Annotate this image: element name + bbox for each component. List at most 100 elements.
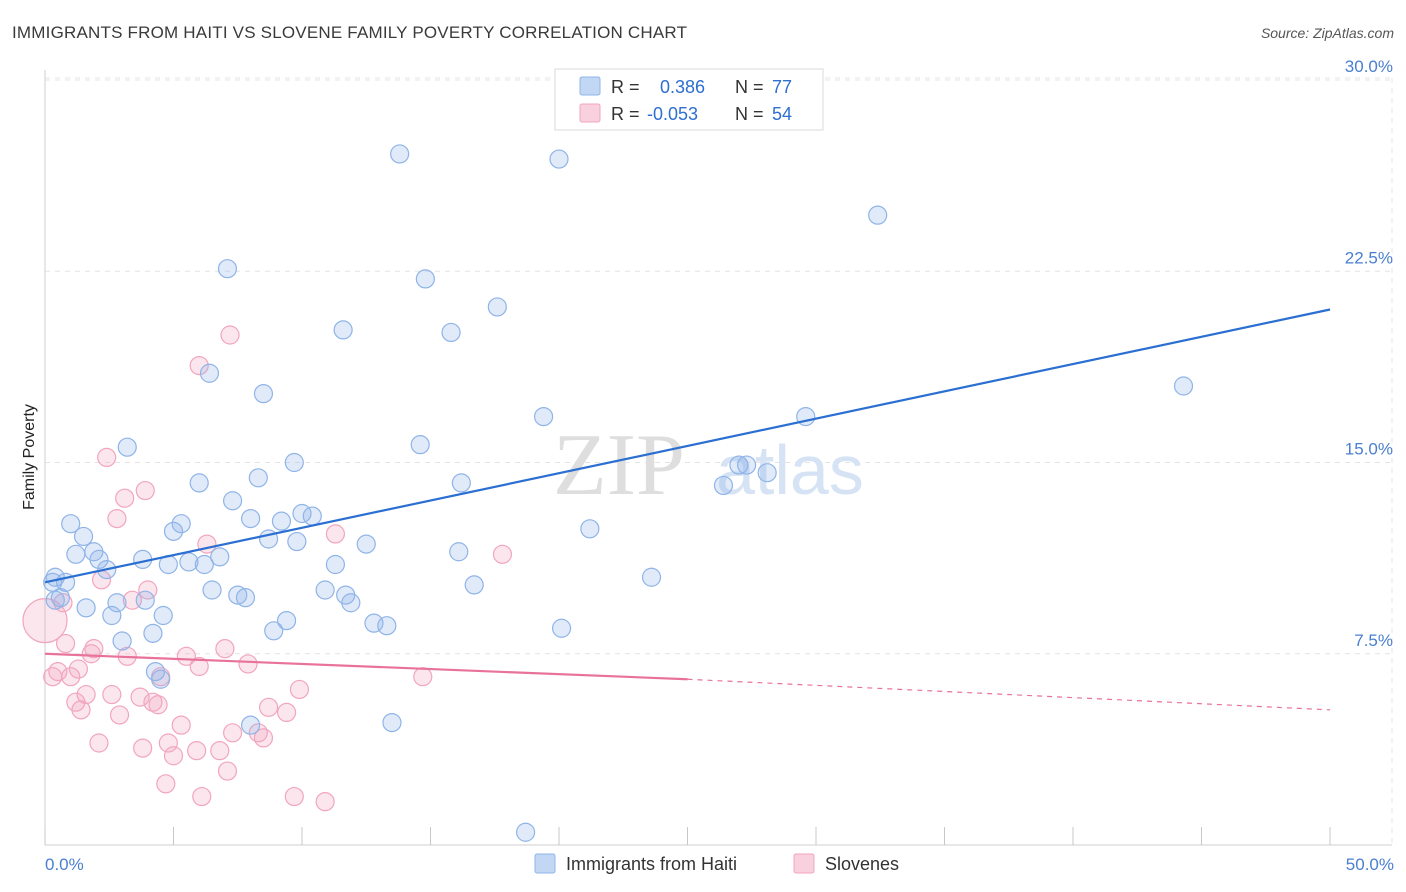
haiti-point <box>171 514 191 534</box>
y-tick-label: 7.5% <box>1354 631 1393 650</box>
slovenes-points <box>22 325 513 812</box>
slovenes-point <box>215 639 235 659</box>
chart-source: Source: ZipAtlas.com <box>1261 25 1394 41</box>
slovenes-point <box>171 715 191 735</box>
legend-r-value-slovenes: -0.053 <box>647 104 698 124</box>
haiti-point <box>73 526 94 547</box>
bottom-legend-label-slovenes: Slovenes <box>825 854 899 874</box>
haiti-point <box>264 621 284 641</box>
haiti-point <box>241 508 261 529</box>
slovenes-point <box>55 633 76 654</box>
haiti-point <box>189 473 209 493</box>
slovenes-point <box>76 684 96 705</box>
haiti-point <box>89 549 109 570</box>
axes <box>44 70 1392 846</box>
haiti-point <box>641 567 662 587</box>
trend-lines <box>44 308 1331 711</box>
slovenes-point <box>158 733 178 753</box>
slovenes-point <box>217 761 238 781</box>
slovenes-point <box>276 702 297 723</box>
y-tick-labels: 7.5% 15.0% 22.5% 30.0% <box>1345 57 1393 650</box>
haiti-point <box>143 623 163 643</box>
haiti-point <box>253 384 274 404</box>
haiti-point <box>163 521 184 541</box>
slovenes-point <box>187 741 207 761</box>
haiti-point <box>66 544 86 564</box>
slovenes-point <box>84 639 104 659</box>
slovenes-point <box>248 723 268 743</box>
haiti-point <box>76 598 96 618</box>
slovenes-point <box>492 544 513 564</box>
slovenes-point <box>109 705 130 725</box>
slovenes-point <box>192 786 212 807</box>
slovenes-point <box>61 667 81 687</box>
slovenes-point <box>189 356 209 376</box>
haiti-point <box>356 534 376 554</box>
slovenes-point <box>220 325 240 345</box>
haiti-point <box>202 580 222 600</box>
slovenes-point <box>223 723 243 743</box>
slovenes-point <box>210 741 230 761</box>
slovenes-point <box>89 733 109 753</box>
haiti-point <box>107 593 127 613</box>
haiti-point <box>713 475 734 496</box>
correlation-legend: R = 0.386 N = 77 R = -0.053 N = 54 <box>554 68 824 131</box>
x-tick-label-1: 50.0% <box>1346 855 1394 874</box>
haiti-point <box>117 437 137 457</box>
x-ticks <box>44 827 1331 845</box>
haiti-point <box>223 491 243 511</box>
haiti-point <box>868 205 888 225</box>
haiti-point <box>315 580 335 600</box>
haiti-point <box>302 506 322 526</box>
legend-r-label-slovenes: R = <box>611 104 640 124</box>
slovenes-point <box>143 692 163 712</box>
haiti-point <box>210 547 230 567</box>
slovenes-point <box>71 700 91 720</box>
legend-n-value-haiti: 77 <box>772 77 792 97</box>
haiti-point <box>341 593 361 613</box>
haiti-point <box>533 407 554 427</box>
haiti-point <box>271 511 292 531</box>
slovenes-point <box>156 774 176 794</box>
slovenes-point <box>284 786 304 807</box>
y-tick-label: 15.0% <box>1345 440 1393 459</box>
slovenes-point <box>253 728 274 748</box>
slovenes-point <box>325 524 346 544</box>
haiti-point <box>410 435 430 455</box>
slovenes-point <box>107 508 127 529</box>
slovenes-point <box>48 661 68 682</box>
haiti-point <box>276 610 297 631</box>
haiti-point <box>135 590 155 610</box>
haiti-point <box>153 605 173 626</box>
y-tick-label: 22.5% <box>1345 248 1393 267</box>
haiti-point <box>549 149 569 169</box>
slovenes-point <box>81 644 101 664</box>
haiti-point <box>377 616 397 636</box>
bottom-legend-swatch-slovenes <box>793 853 815 874</box>
haiti-point <box>1173 376 1194 396</box>
slovenes-point <box>68 659 89 679</box>
haiti-point <box>729 455 749 475</box>
haiti-point <box>50 588 71 608</box>
x-tick-label-0: 0.0% <box>45 855 84 874</box>
slovenes-point <box>163 746 184 766</box>
haiti-point <box>487 297 507 317</box>
legend-r-value-haiti: 0.386 <box>660 77 705 97</box>
bottom-legend-swatch-haiti <box>534 853 556 874</box>
slovenes-point <box>115 488 135 508</box>
series-legend: Immigrants from Haiti Slovenes <box>534 853 899 874</box>
haiti-point <box>217 259 238 279</box>
haiti-point <box>451 473 471 493</box>
legend-n-label-slovenes: N = <box>735 104 764 124</box>
legend-n-label-haiti: N = <box>735 77 764 97</box>
haiti-point <box>441 322 461 343</box>
slovenes-point <box>289 679 310 700</box>
haiti-point <box>449 542 469 562</box>
haiti-point <box>112 631 132 651</box>
y-axis-label: Family Poverty <box>21 404 38 510</box>
slovenes-point <box>258 697 279 717</box>
slovenes-point <box>130 687 150 707</box>
haiti-point <box>325 554 346 575</box>
haiti-points <box>43 144 1194 842</box>
